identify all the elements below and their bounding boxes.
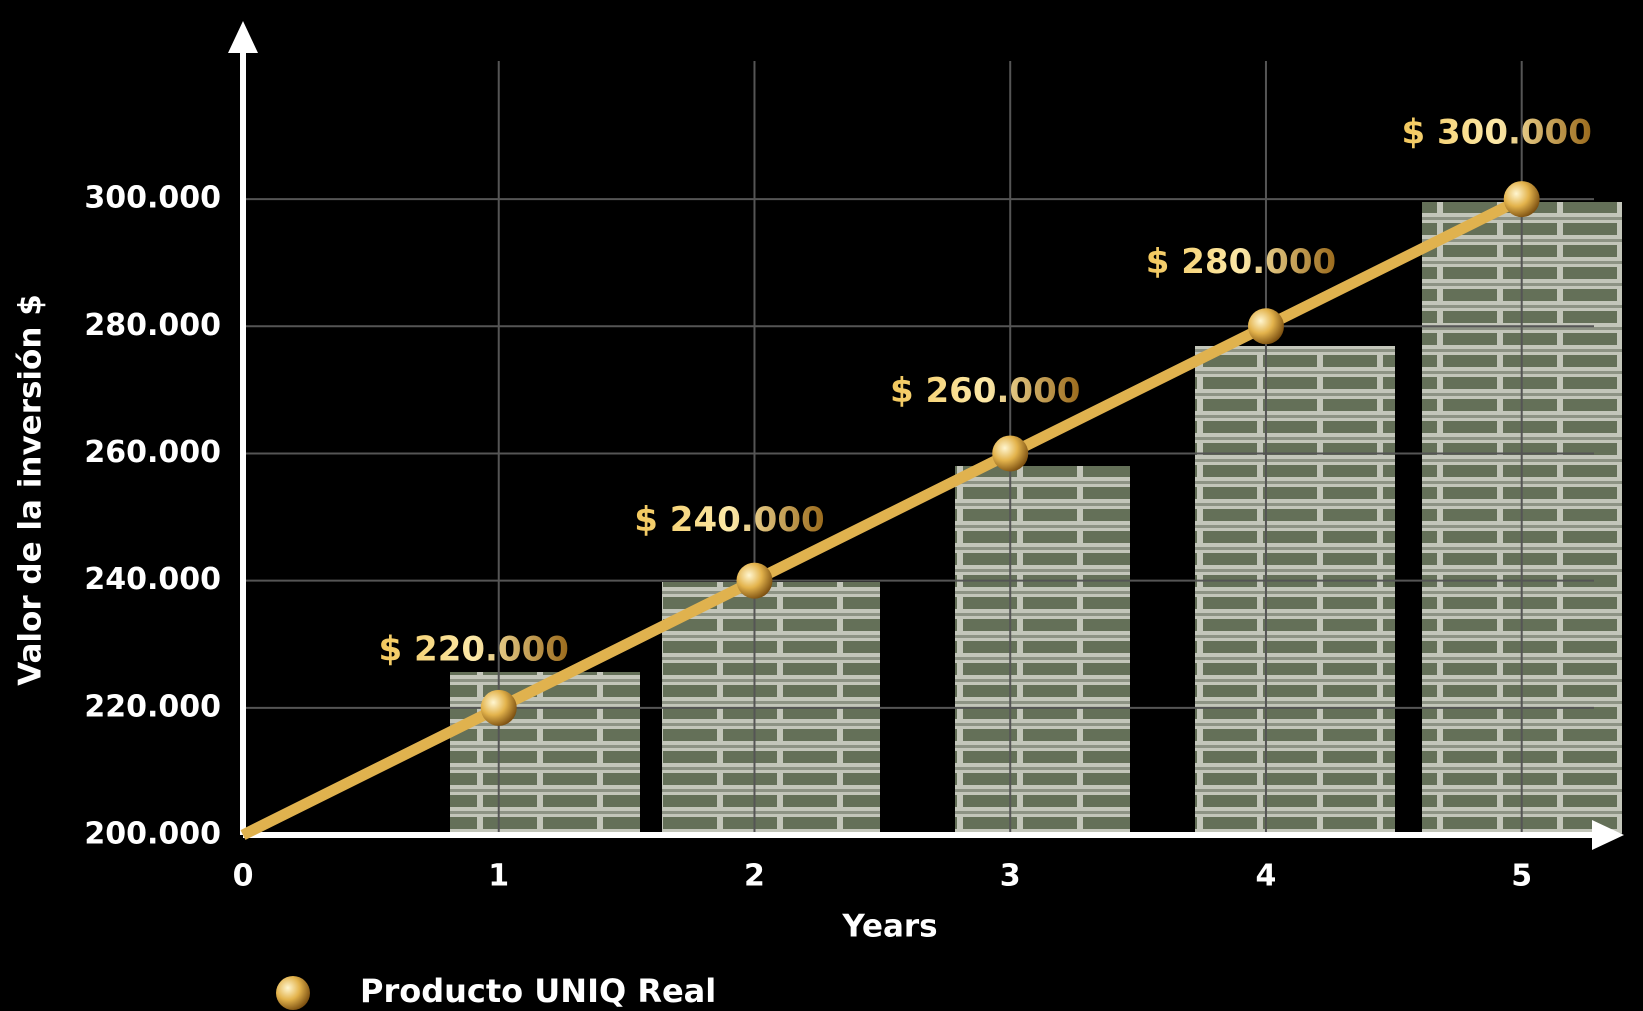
x-tick-label: 4 [1256, 859, 1277, 894]
y-tick-label: 220.000 [84, 689, 221, 724]
legend-label: Producto UNIQ Real [360, 972, 716, 1010]
data-label: $ 240.000 [634, 500, 824, 540]
x-tick-label: 2 [744, 859, 765, 894]
money-stack [450, 672, 640, 835]
y-tick-label: 200.000 [84, 817, 221, 852]
point-marker [992, 435, 1028, 471]
money-stacks [450, 202, 1622, 835]
y-tick-label: 260.000 [84, 435, 221, 470]
x-tick-label: 0 [233, 859, 254, 894]
data-label: $ 260.000 [890, 371, 1080, 411]
y-axis-title: Valor de la inversión $ [13, 294, 49, 686]
money-stack [955, 466, 1130, 835]
data-label: $ 300.000 [1402, 113, 1592, 153]
x-tick-label: 5 [1511, 859, 1532, 894]
y-tick-label: 280.000 [84, 308, 221, 343]
point-marker [1248, 308, 1284, 344]
y-tick-label: 240.000 [84, 562, 221, 597]
x-tick-label: 3 [1000, 859, 1021, 894]
y-axis-arrow [228, 21, 258, 53]
point-marker [1504, 181, 1540, 217]
data-label: $ 220.000 [379, 629, 569, 669]
legend-marker [276, 976, 310, 1010]
money-stack [1195, 346, 1395, 835]
point-marker [481, 690, 517, 726]
data-label: $ 280.000 [1146, 242, 1336, 282]
chart: Years Valor de la inversión $ Producto U… [0, 0, 1643, 1011]
x-axis-title: Years [841, 909, 937, 945]
point-marker [736, 563, 772, 599]
x-tick-label: 1 [488, 859, 509, 894]
y-tick-label: 300.000 [84, 181, 221, 216]
